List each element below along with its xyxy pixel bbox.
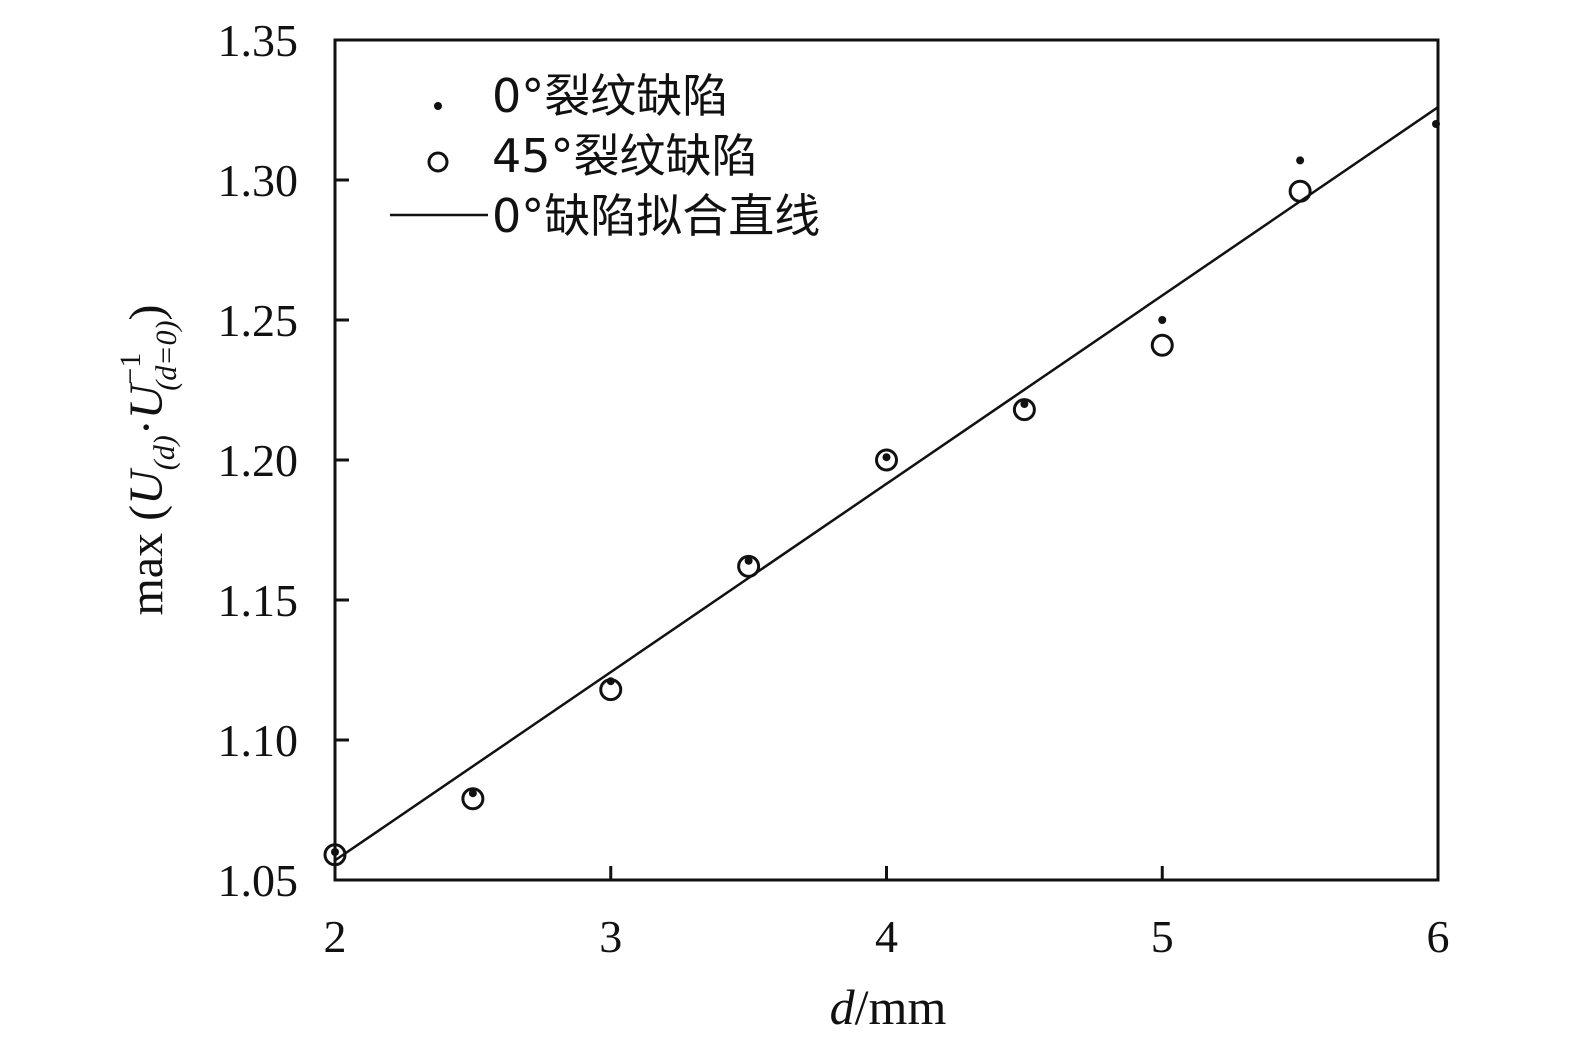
point-45deg [461,787,485,811]
y-tick-label: 1.30 [218,155,299,206]
x-tick-label: 4 [875,911,898,962]
point-45deg [1288,179,1312,203]
point-0deg [1296,156,1305,165]
point-45deg [1012,398,1036,422]
point-45deg [1150,333,1174,357]
y-tick-label: 1.20 [218,435,299,486]
legend-marker-circle [427,151,449,173]
point-45deg [323,843,347,867]
legend-label-fit: 0°缺陷拟合直线 [492,189,820,243]
y-tick-label: 1.10 [218,715,299,766]
x-axis-label: d/mm [830,979,947,1035]
point-0deg [606,677,615,686]
legend: 0°裂纹缺陷 45°裂纹缺陷 0°缺陷拟合直线 [390,69,820,243]
point-0deg [882,453,891,462]
x-tick-label: 3 [599,911,622,962]
point-0deg [744,556,753,565]
fit-line [334,106,1439,862]
x-tick-label: 5 [1151,911,1174,962]
point-45deg [737,554,761,578]
legend-label-0deg: 0°裂纹缺陷 [492,69,728,123]
point-0deg [1020,400,1029,408]
point-0deg [468,789,477,798]
y-tick-label: 1.25 [218,295,299,346]
legend-marker-dot [434,102,442,110]
y-axis-label: max (U(d)·U−1 (d=0)) [114,304,183,615]
y-tick-label: 1.35 [218,15,299,66]
point-0deg [1432,120,1440,128]
legend-label-45deg: 45°裂纹缺陷 [492,129,758,183]
point-0deg [1158,316,1167,324]
y-tick-label: 1.05 [218,855,299,906]
y-tick-label: 1.15 [218,575,299,626]
point-0deg [331,848,339,856]
x-tick-label: 6 [1427,911,1450,962]
x-tick-label: 2 [324,911,347,962]
point-45deg [875,448,898,472]
